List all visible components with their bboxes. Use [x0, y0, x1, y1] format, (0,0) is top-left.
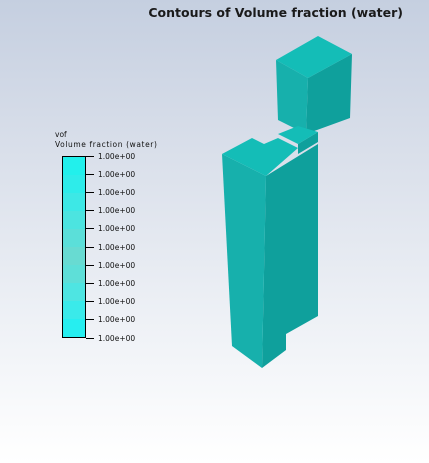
column-side-face	[262, 144, 318, 368]
column-front-face	[222, 154, 266, 368]
